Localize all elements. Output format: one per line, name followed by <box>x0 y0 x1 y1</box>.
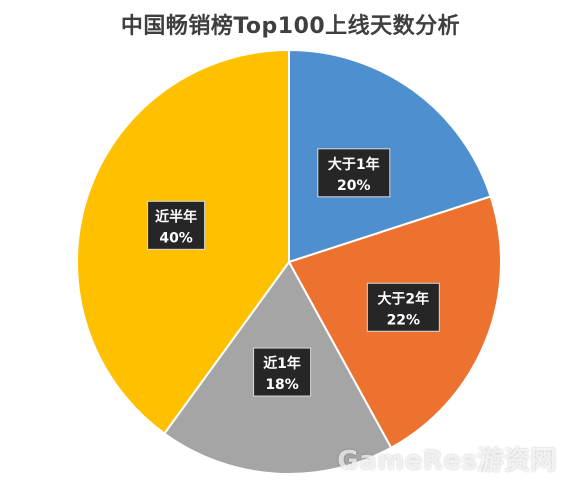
data-label-category: 大于1年 <box>328 156 380 173</box>
data-label-percent: 18% <box>265 377 299 393</box>
data-label-percent: 22% <box>387 312 421 328</box>
pie-slices <box>76 48 502 475</box>
data-label-box <box>366 282 440 332</box>
data-label-category: 近半年 <box>155 208 197 225</box>
data-label-percent: 40% <box>159 230 193 246</box>
data-label-category: 大于2年 <box>377 290 429 307</box>
data-label-percent: 20% <box>337 178 371 194</box>
data-label: 近半年 40% <box>147 200 206 250</box>
chart-title: 中国畅销榜Top100上线天数分析 <box>120 14 461 39</box>
data-label-box <box>253 347 312 397</box>
data-label-category: 近1年 <box>263 355 301 372</box>
data-label-box <box>147 200 206 250</box>
data-label: 大于2年 22% <box>366 282 440 332</box>
watermark: GameRes游资网 <box>337 446 557 476</box>
data-label: 大于1年 20% <box>317 148 391 198</box>
data-label-box <box>317 148 391 198</box>
